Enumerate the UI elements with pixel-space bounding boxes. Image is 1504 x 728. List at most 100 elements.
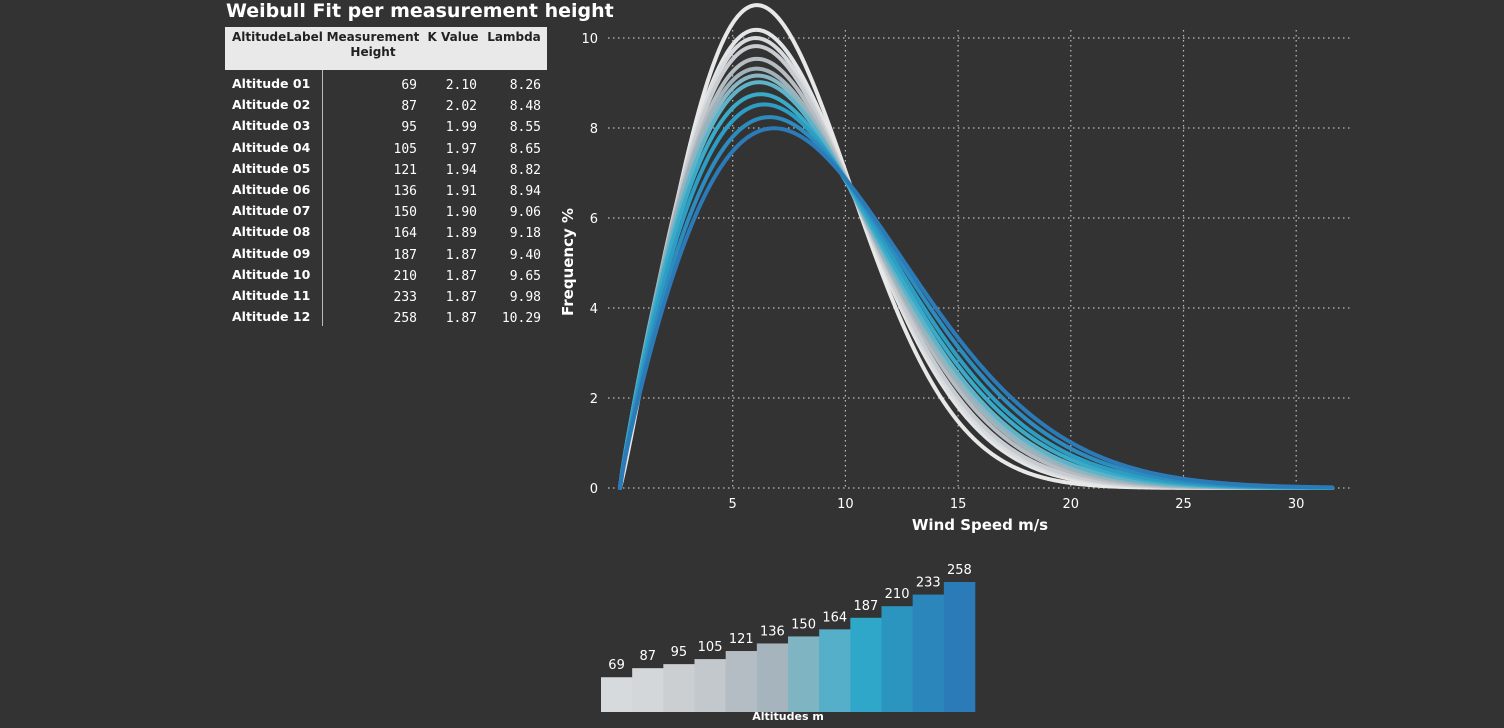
cell-altitude-label: Altitude 12: [232, 309, 311, 325]
bar-value-label: 164: [822, 610, 847, 625]
cell-lambda: 9.18: [509, 226, 541, 242]
cell-k-value: 1.87: [445, 311, 477, 327]
weibull-curve-07[interactable]: [618, 73, 1335, 490]
cell-altitude-label: Altitude 02: [232, 97, 311, 113]
cell-altitude-label: Altitude 10: [232, 266, 311, 282]
y-tick-label: 8: [590, 122, 598, 137]
bar-value-label: 136: [760, 624, 785, 639]
cell-k-value: 1.97: [445, 141, 477, 157]
page-title: Weibull Fit per measurement height: [226, 0, 614, 22]
cell-altitude-label: Altitude 05: [232, 160, 311, 176]
cell-k-value: 2.02: [445, 99, 477, 115]
y-tick-label: 4: [590, 302, 598, 317]
table-row: Altitude 03 95 1.99 8.55: [225, 115, 547, 136]
altitude-bar[interactable]: [601, 677, 633, 712]
table-row: Altitude 07 150 1.90 9.06: [225, 200, 547, 221]
cell-measurement-height: 150: [393, 205, 417, 221]
cell-lambda: 8.94: [509, 184, 541, 199]
table-row: Altitude 09 187 1.87 9.40: [225, 243, 547, 264]
altitude-bar[interactable]: [788, 636, 820, 712]
y-tick-label: 10: [581, 32, 598, 47]
cell-measurement-height: 95: [401, 120, 417, 136]
altitude-bar[interactable]: [881, 606, 913, 712]
column-divider: [322, 70, 323, 326]
weibull-curve-01[interactable]: [618, 3, 1335, 490]
table-row: Altitude 11 233 1.87 9.98: [225, 285, 547, 306]
cell-lambda: 8.26: [509, 78, 541, 93]
weibull-curve-05[interactable]: [618, 56, 1335, 490]
weibull-curve-08[interactable]: [618, 80, 1335, 490]
table-row: Altitude 08 164 1.89 9.18: [225, 221, 547, 242]
bar-value-label: 210: [885, 587, 910, 602]
altitude-bar[interactable]: [756, 643, 789, 712]
cell-lambda: 8.48: [509, 99, 541, 115]
x-tick-label: 15: [950, 497, 967, 512]
bar-value-label: 95: [671, 645, 688, 660]
x-tick-label: 5: [729, 497, 737, 512]
bar-value-label: 87: [639, 649, 656, 664]
table-row: Altitude 05 121 1.94 8.82: [225, 158, 547, 179]
cell-measurement-height: 164: [393, 226, 417, 242]
cell-measurement-height: 105: [393, 141, 417, 157]
altitude-bar[interactable]: [850, 617, 882, 712]
cell-altitude-label: Altitude 09: [232, 245, 311, 261]
x-axis-label: Wind Speed m/s: [912, 516, 1048, 534]
cell-altitude-label: Altitude 11: [232, 288, 311, 303]
cell-k-value: 1.91: [445, 184, 477, 199]
weibull-curve-09[interactable]: [618, 92, 1335, 490]
cell-lambda: 9.06: [509, 205, 541, 221]
y-tick-label: 2: [590, 392, 598, 407]
cell-lambda: 8.82: [509, 162, 541, 178]
cell-k-value: 2.10: [445, 78, 477, 93]
weibull-curve-04[interactable]: [618, 44, 1335, 490]
weibull-curve-11[interactable]: [618, 115, 1335, 490]
cell-k-value: 1.99: [445, 120, 477, 136]
bar-value-label: 258: [947, 563, 972, 578]
table-header: AltitudeLabel Measurement Height K Value…: [225, 27, 547, 70]
x-tick-label: 10: [837, 497, 854, 512]
cell-altitude-label: Altitude 04: [232, 139, 311, 155]
table-row: Altitude 02 87 2.02 8.48: [225, 94, 547, 115]
altitude-bar[interactable]: [663, 664, 695, 712]
cell-measurement-height: 121: [393, 162, 417, 178]
bar-value-label: 187: [854, 599, 879, 614]
cell-lambda: 9.98: [509, 290, 541, 305]
weibull-curve-06[interactable]: [618, 66, 1335, 490]
cell-altitude-label: Altitude 01: [232, 76, 311, 91]
cell-lambda: 8.55: [509, 120, 541, 136]
bar-value-label: 69: [608, 658, 625, 673]
altitude-bar[interactable]: [694, 659, 726, 712]
header-altitude-label[interactable]: AltitudeLabel: [232, 30, 323, 44]
x-tick-label: 20: [1063, 497, 1080, 512]
weibull-curve-02[interactable]: [618, 27, 1335, 490]
cell-lambda: 10.29: [501, 311, 541, 327]
bar-value-label: 121: [729, 632, 754, 647]
weibull-curve-12[interactable]: [618, 126, 1335, 490]
cell-measurement-height: 233: [393, 290, 417, 305]
header-measurement-height[interactable]: Measurement Height: [326, 30, 420, 59]
cell-measurement-height: 258: [393, 311, 417, 327]
header-lambda[interactable]: Lambda: [487, 30, 541, 44]
altitude-bar[interactable]: [912, 594, 945, 712]
cell-lambda: 9.65: [509, 268, 541, 284]
weibull-curve-03[interactable]: [618, 36, 1335, 490]
altitude-bar[interactable]: [725, 651, 758, 712]
cell-lambda: 8.65: [509, 141, 541, 157]
cell-k-value: 1.87: [445, 247, 477, 263]
bar-value-label: 105: [698, 640, 723, 655]
table-row: Altitude 06 136 1.91 8.94: [225, 179, 547, 200]
y-axis-label: Frequency %: [559, 208, 577, 316]
y-tick-label: 0: [590, 482, 598, 497]
cell-k-value: 1.87: [445, 290, 477, 305]
header-k-value[interactable]: K Value: [427, 30, 479, 44]
weibull-curve-10[interactable]: [618, 102, 1335, 490]
y-tick-label: 6: [590, 212, 598, 227]
altitude-bar[interactable]: [943, 582, 976, 712]
cell-measurement-height: 210: [393, 268, 417, 284]
cell-measurement-height: 87: [401, 99, 417, 115]
x-tick-label: 30: [1288, 497, 1305, 512]
altitude-bar[interactable]: [632, 668, 664, 712]
cell-k-value: 1.89: [445, 226, 477, 242]
cell-k-value: 1.87: [445, 268, 477, 284]
altitude-bar[interactable]: [819, 629, 851, 712]
